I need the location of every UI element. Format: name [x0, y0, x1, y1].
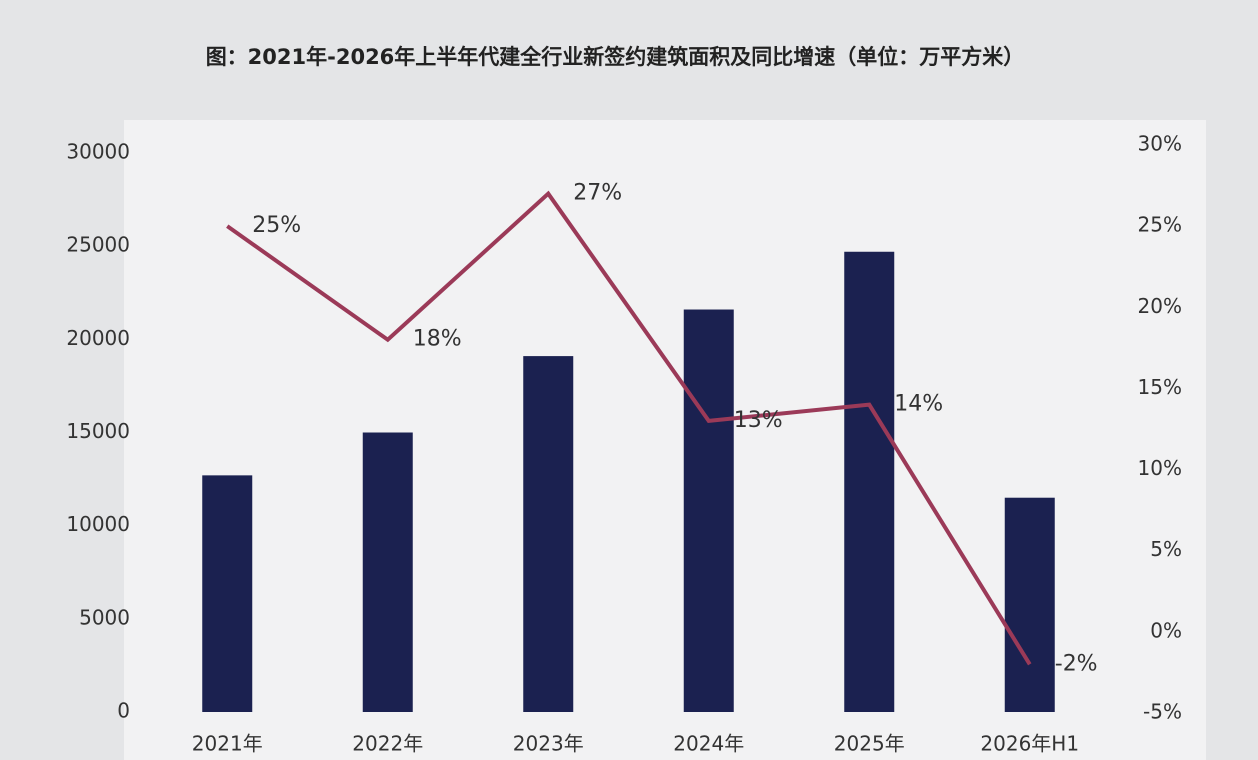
data-label: 18%	[413, 327, 462, 352]
x-tick-label: 2021年	[192, 732, 263, 756]
bar	[844, 251, 895, 713]
y2-tick-label: 0%	[1150, 618, 1182, 642]
data-label: 27%	[573, 181, 622, 206]
line	[226, 190, 1032, 666]
y2-tick-label: 20%	[1138, 294, 1182, 318]
data-label: -2%	[1055, 651, 1098, 676]
bar	[523, 356, 574, 712]
y2-tick-label: 10%	[1138, 456, 1182, 480]
y-tick-label: 20000	[66, 326, 130, 350]
x-tick-label: 2024年	[673, 732, 744, 756]
x-tick-label: 2023年	[513, 732, 584, 756]
data-label: 14%	[894, 392, 943, 417]
data-label: 13%	[734, 408, 783, 433]
bar	[1004, 497, 1055, 712]
bar	[683, 309, 734, 712]
y-tick-label: 30000	[66, 140, 130, 164]
x-tick-label: 2025年	[834, 732, 905, 756]
y-tick-label: 0	[117, 699, 130, 723]
bar	[202, 475, 253, 712]
x-tick-label: 2026年H1	[980, 732, 1079, 756]
y-tick-label: 15000	[66, 419, 130, 443]
y2-tick-label: 30%	[1138, 132, 1182, 156]
chart-title: 图：2021年-2026年上半年代建全行业新签约建筑面积及同比增速（单位：万平方…	[206, 45, 1025, 69]
y-tick-label: 5000	[79, 605, 130, 629]
y2-tick-label: 5%	[1150, 537, 1182, 561]
x-tick-label: 2022年	[352, 732, 423, 756]
data-label: 25%	[252, 213, 301, 238]
y2-tick-label: -5%	[1143, 700, 1182, 724]
y2-tick-label: 15%	[1138, 375, 1182, 399]
y-tick-label: 25000	[66, 233, 130, 257]
y-tick-label: 10000	[66, 512, 130, 536]
bar	[362, 432, 413, 712]
y2-tick-label: 25%	[1138, 213, 1182, 237]
